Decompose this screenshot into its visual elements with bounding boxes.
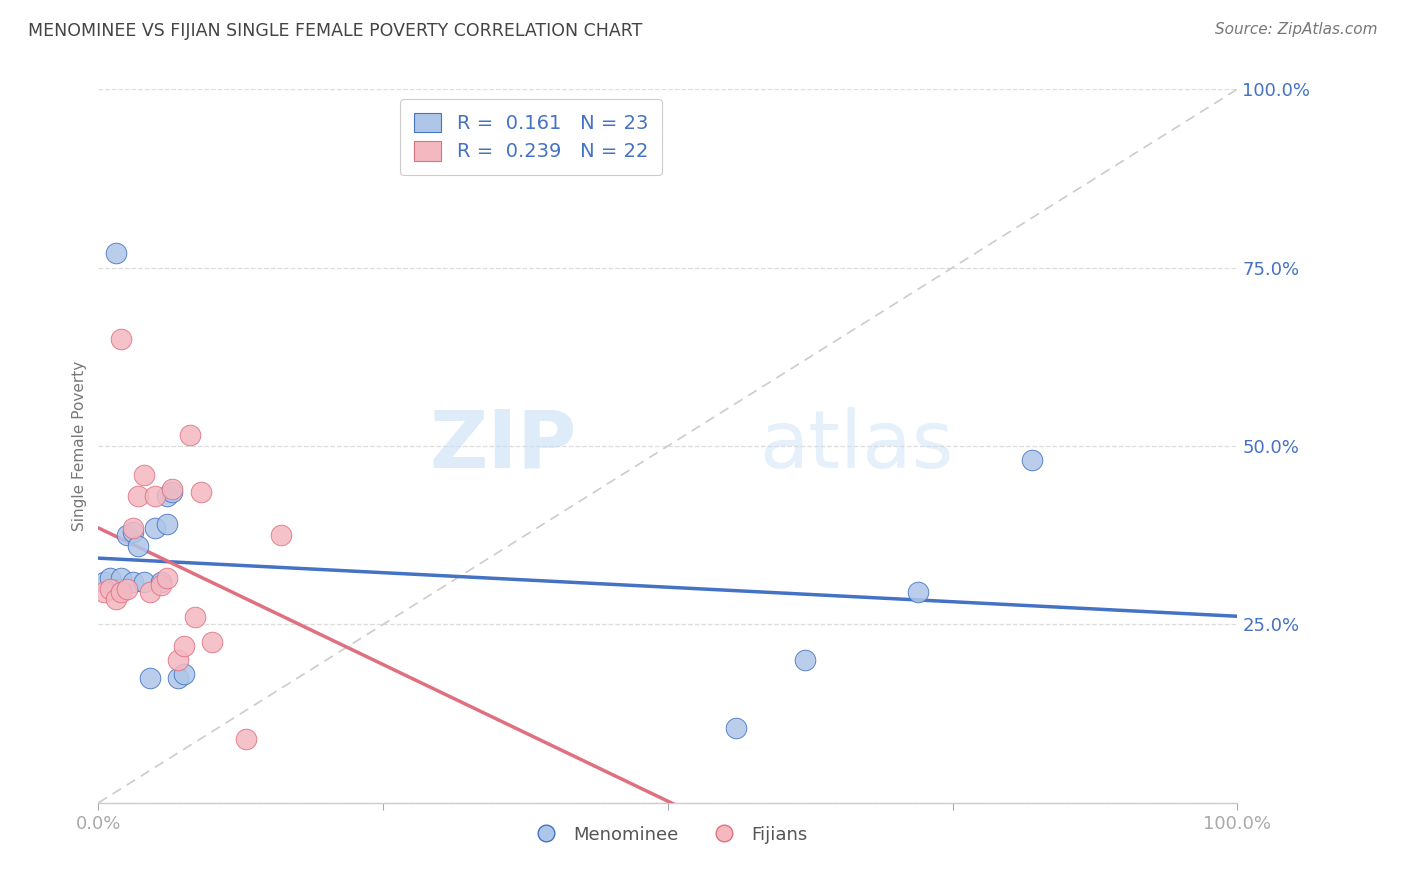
Point (270, 528, 292, 542)
Point (201, 635, 224, 649)
Point (1021, 453, 1043, 467)
Point (127, 539, 149, 553)
Text: MENOMINEE VS FIJIAN SINGLE FEMALE POVERTY CORRELATION CHART: MENOMINEE VS FIJIAN SINGLE FEMALE POVERT… (28, 22, 643, 40)
Point (132, 467, 155, 482)
Point (150, 578, 173, 592)
Point (150, 574, 173, 589)
Point (110, 585, 132, 599)
Point (110, 571, 132, 585)
Point (132, 574, 155, 589)
Point (156, 489, 179, 503)
Text: ZIP: ZIP (429, 407, 576, 485)
Point (145, 489, 167, 503)
Legend: Menominee, Fijians: Menominee, Fijians (522, 819, 814, 851)
Point (110, 582, 132, 596)
Point (93, 574, 115, 589)
Point (104, 592, 127, 607)
Y-axis label: Single Female Poverty: Single Female Poverty (72, 361, 87, 531)
Point (104, 246, 127, 260)
Point (907, 585, 929, 599)
Point (162, 485, 184, 500)
Point (184, 610, 207, 624)
Point (138, 671, 160, 685)
Point (93, 585, 115, 599)
Point (115, 582, 138, 596)
Point (173, 667, 195, 681)
Point (173, 639, 195, 653)
Point (167, 671, 190, 685)
Point (167, 653, 190, 667)
Point (235, 731, 257, 746)
Point (179, 428, 201, 442)
Point (138, 585, 160, 599)
Point (793, 653, 815, 667)
Point (121, 574, 143, 589)
Point (156, 517, 179, 532)
Point (145, 521, 167, 535)
Point (127, 489, 149, 503)
Point (104, 582, 127, 596)
Point (725, 721, 748, 735)
Point (190, 485, 212, 500)
Text: Source: ZipAtlas.com: Source: ZipAtlas.com (1215, 22, 1378, 37)
Point (162, 482, 184, 496)
Text: atlas: atlas (759, 407, 953, 485)
Point (115, 528, 138, 542)
Point (110, 332, 132, 346)
Point (98, 582, 121, 596)
Point (121, 524, 143, 539)
Point (156, 571, 179, 585)
Point (98, 571, 121, 585)
Point (121, 521, 143, 535)
